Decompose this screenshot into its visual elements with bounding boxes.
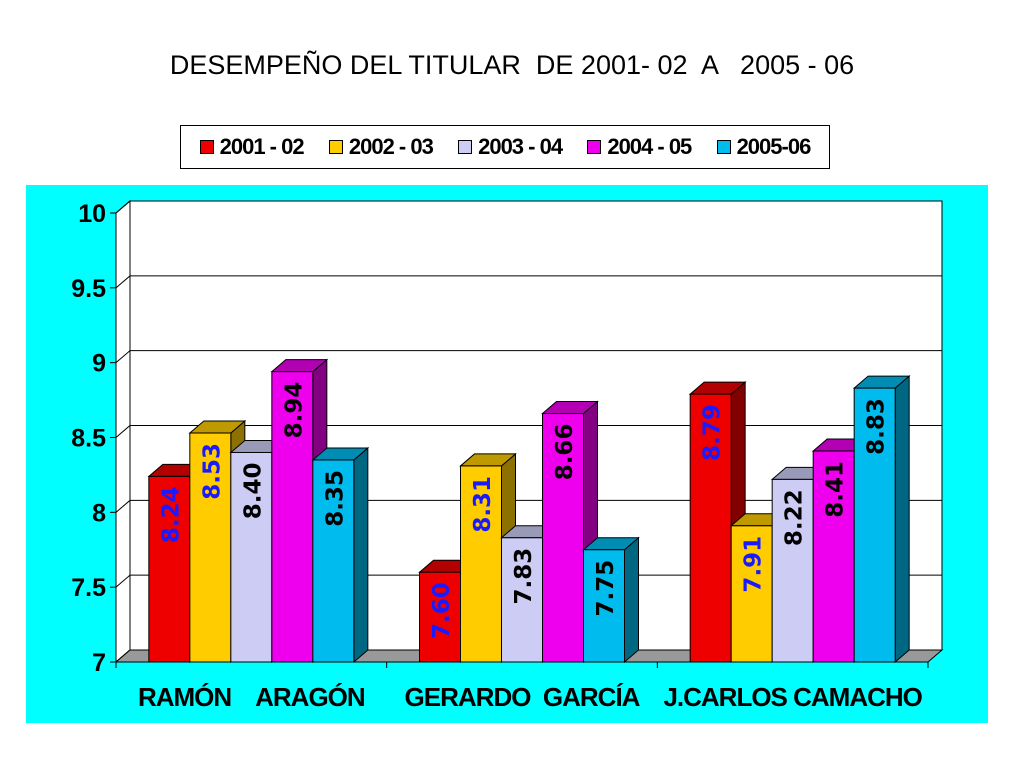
x-tick-label: J.CARLOS CAMACHO <box>663 682 922 712</box>
legend-label-5: 2005-06 <box>736 134 812 159</box>
gridline-side <box>115 200 131 214</box>
legend-swatch-2 <box>328 140 343 154</box>
legend-item-3: 2003 - 04 <box>458 134 563 160</box>
data-label: 8.83 <box>864 398 890 455</box>
bar <box>583 549 625 663</box>
chart-plot: 7 7.5 8 8.5 9 9.5 10 8.24 8.53 8.40 8.94 8.35 RAMÓN … <box>26 185 988 723</box>
y-tick-label: 8.5 <box>71 425 106 453</box>
data-label: 8.24 <box>158 486 184 543</box>
legend-item-4: 2004 - 05 <box>587 134 692 160</box>
data-label: 8.53 <box>199 443 225 500</box>
bar <box>812 450 855 663</box>
y-tick-label: 9 <box>92 350 106 378</box>
legend-label-3: 2003 - 04 <box>478 134 563 159</box>
data-label: 8.79 <box>700 404 726 461</box>
legend-item-1: 2001 - 02 <box>199 134 305 160</box>
y-tick-label: 10 <box>78 200 106 228</box>
legend-label-4: 2004 - 05 <box>607 134 692 159</box>
data-label: 8.40 <box>240 462 266 519</box>
legend-item-5: 2005-06 <box>716 134 812 160</box>
bar-side <box>624 536 639 664</box>
legend-item-2: 2002 - 03 <box>328 134 434 160</box>
chart-legend: 2001 - 02 2002 - 03 2003 - 04 2004 - 05 2005… <box>180 125 830 169</box>
data-label: 7.83 <box>511 548 537 605</box>
y-tick-label: 7.5 <box>71 574 106 602</box>
bar <box>312 459 355 663</box>
data-label: 7.60 <box>429 582 455 639</box>
bar <box>853 387 896 663</box>
chart-title: DESEMPEÑO DEL TITULAR DE 2001- 02 A 2005… <box>169 50 855 80</box>
y-tick-label: 7 <box>92 649 106 677</box>
data-label: 8.22 <box>782 489 808 546</box>
legend-label-2: 2002 - 03 <box>348 134 434 159</box>
data-label: 8.94 <box>281 382 307 439</box>
bar-side <box>353 446 369 664</box>
bar <box>271 371 314 663</box>
gridline-side <box>115 574 131 588</box>
gridline-side <box>115 275 131 289</box>
gridline-side <box>115 350 131 364</box>
data-label: 8.41 <box>823 461 849 518</box>
bar <box>148 475 191 663</box>
y-tick-label: 9.5 <box>71 275 106 303</box>
bar <box>189 432 232 663</box>
bar <box>771 478 814 663</box>
legend-swatch-5 <box>716 140 731 154</box>
y-tick-label: 8 <box>92 499 106 527</box>
legend-swatch-3 <box>458 140 473 154</box>
bar <box>460 465 502 663</box>
data-label: 8.31 <box>470 476 496 533</box>
legend-swatch-4 <box>587 140 602 154</box>
gridline-side <box>115 425 131 438</box>
data-label: 7.91 <box>741 536 767 593</box>
data-label: 8.66 <box>552 424 578 481</box>
bar-side <box>894 375 910 664</box>
legend-label-1: 2001 - 02 <box>219 134 305 159</box>
data-label: 8.35 <box>322 470 348 527</box>
x-tick-label: GERARDO GARCÍA <box>405 682 641 712</box>
bar <box>542 413 584 663</box>
bar <box>501 537 543 663</box>
data-label: 7.75 <box>593 560 619 617</box>
gridline-side <box>115 499 131 513</box>
x-tick-label: RAMÓN ARAGÓN <box>138 682 365 712</box>
legend-swatch-1 <box>199 140 214 154</box>
bar <box>230 451 273 663</box>
